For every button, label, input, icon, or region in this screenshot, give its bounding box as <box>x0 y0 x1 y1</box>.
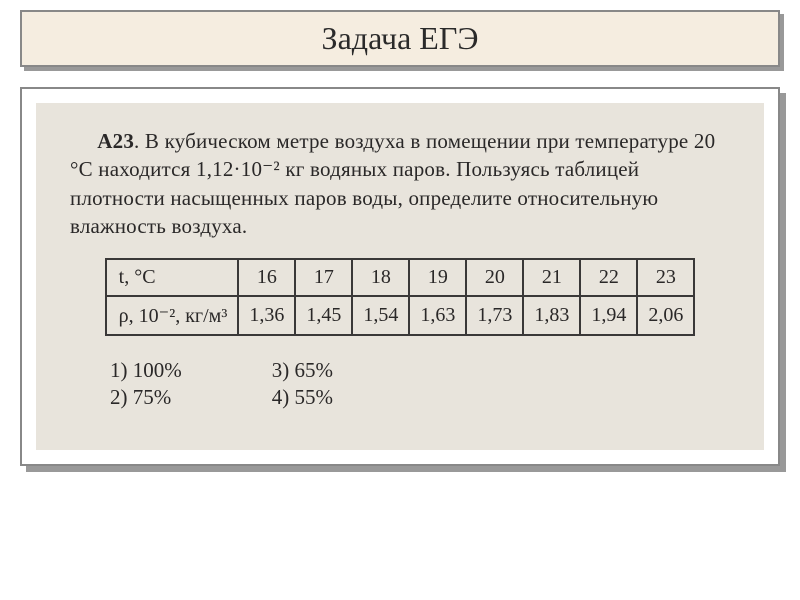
temp-cell: 18 <box>352 259 409 296</box>
density-cell: 1,45 <box>295 296 352 335</box>
scanned-problem-area: А23. В кубическом метре воздуха в помеще… <box>36 103 764 450</box>
answer-column-2: 3) 65% 4) 55% <box>272 358 333 410</box>
problem-paragraph: А23. В кубическом метре воздуха в помеще… <box>70 127 730 240</box>
temp-cell: 23 <box>637 259 694 296</box>
answer-column-1: 1) 100% 2) 75% <box>110 358 182 410</box>
content-container: А23. В кубическом метре воздуха в помеще… <box>20 87 780 466</box>
density-table: t, °С 16 17 18 19 20 21 22 23 ρ, 10⁻², к… <box>105 258 696 336</box>
page-title: Задача ЕГЭ <box>22 20 778 57</box>
density-cell: 1,83 <box>523 296 580 335</box>
problem-body: . В кубическом метре воздуха в помещении… <box>70 129 715 238</box>
answer-options: 1) 100% 2) 75% 3) 65% 4) 55% <box>70 358 730 410</box>
density-cell: 1,63 <box>409 296 466 335</box>
temp-cell: 19 <box>409 259 466 296</box>
temp-cell: 16 <box>238 259 295 296</box>
answer-option-3: 3) 65% <box>272 358 333 383</box>
density-cell: 1,54 <box>352 296 409 335</box>
row-label-density: ρ, 10⁻², кг/м³ <box>106 296 239 335</box>
title-container: Задача ЕГЭ <box>20 10 780 67</box>
temp-cell: 20 <box>466 259 523 296</box>
problem-number: А23 <box>97 129 134 153</box>
answer-option-2: 2) 75% <box>110 385 182 410</box>
density-cell: 1,94 <box>580 296 637 335</box>
density-cell: 1,36 <box>238 296 295 335</box>
table-row: t, °С 16 17 18 19 20 21 22 23 <box>106 259 695 296</box>
density-cell: 2,06 <box>637 296 694 335</box>
temp-cell: 17 <box>295 259 352 296</box>
answer-option-4: 4) 55% <box>272 385 333 410</box>
temp-cell: 22 <box>580 259 637 296</box>
density-cell: 1,73 <box>466 296 523 335</box>
temp-cell: 21 <box>523 259 580 296</box>
answer-option-1: 1) 100% <box>110 358 182 383</box>
row-label-temperature: t, °С <box>106 259 239 296</box>
table-row: ρ, 10⁻², кг/м³ 1,36 1,45 1,54 1,63 1,73 … <box>106 296 695 335</box>
